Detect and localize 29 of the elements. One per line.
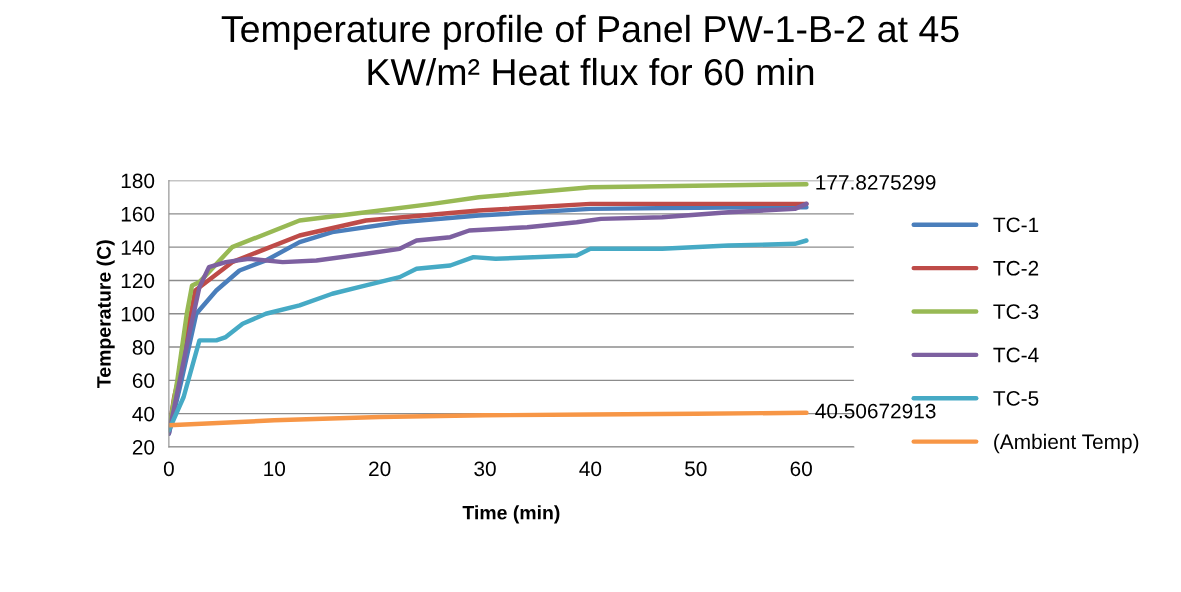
- y-tick-label: 160: [121, 206, 155, 222]
- x-tick-label: 40: [579, 461, 602, 477]
- annotation: 177.8275299: [816, 175, 936, 190]
- x-tick-label: 0: [163, 461, 174, 477]
- legend-label: TC-3: [993, 304, 1039, 319]
- annotation: 40.50672913: [815, 403, 936, 419]
- legend-label: TC-2: [993, 260, 1039, 276]
- y-axis-title: Temperature (C): [96, 240, 115, 388]
- y-tick-label: 40: [132, 406, 155, 422]
- x-tick-label: 10: [264, 461, 286, 477]
- y-tick-label: 120: [121, 273, 155, 289]
- line-series: [168, 238, 809, 433]
- y-tick-label: 20: [132, 439, 155, 455]
- y-tick-label: 140: [121, 240, 155, 255]
- x-axis-title: Time (min): [462, 505, 560, 524]
- y-tick-label: 60: [132, 373, 155, 389]
- chart-title: Temperature profile of Panel PW-1-B-2 at 45 KW/m² Heat flux for 60 min: [221, 14, 959, 86]
- legend-label: TC-5: [993, 390, 1039, 406]
- x-tick-label: 50: [685, 461, 707, 477]
- y-tick-label: 180: [121, 173, 155, 189]
- legend-label: (Ambient Temp): [994, 433, 1139, 454]
- x-tick-label: 60: [790, 461, 812, 477]
- legend-label: TC-1: [993, 217, 1039, 233]
- x-tick-label: 30: [474, 461, 496, 477]
- line-series: [168, 410, 809, 428]
- legend-label: TC-4: [993, 347, 1039, 363]
- y-tick-label: 100: [121, 306, 155, 322]
- y-tick-label: 80: [132, 340, 155, 355]
- x-tick-label: 20: [369, 461, 391, 477]
